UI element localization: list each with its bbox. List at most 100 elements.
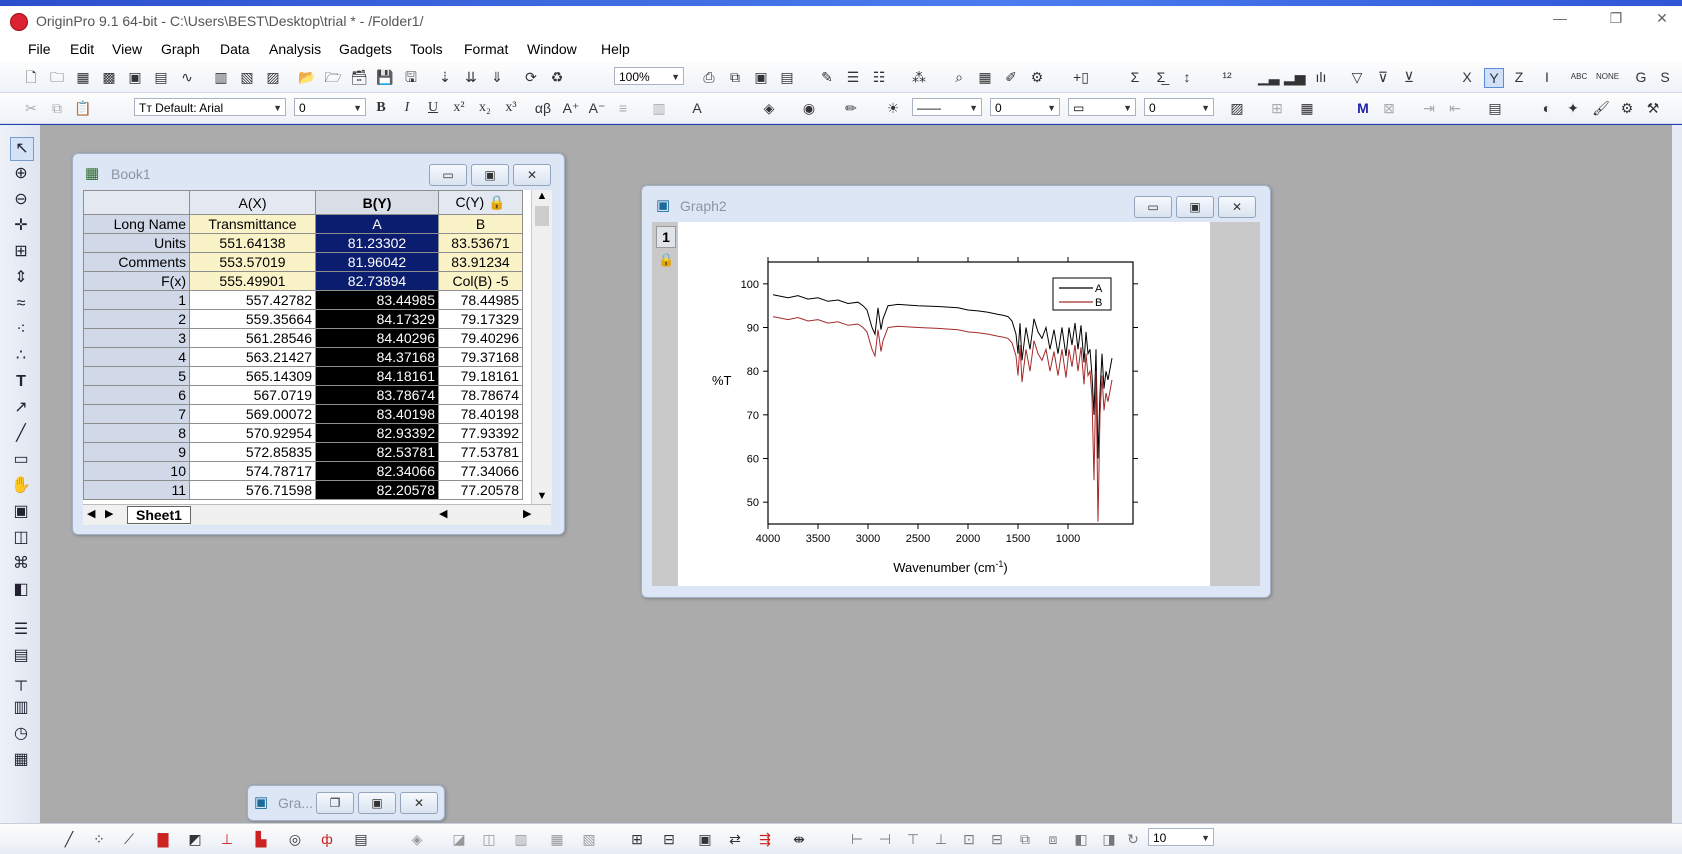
line-tool-icon[interactable]: ╱ (16, 425, 26, 442)
table-row[interactable]: 2 559.35664 84.17329 79.17329 (83, 309, 523, 329)
cut-icon[interactable]: ✂ (25, 100, 37, 116)
greek-button[interactable]: αβ (534, 100, 552, 116)
cell-a[interactable]: 565.14309 (189, 366, 316, 386)
underline-button[interactable]: U (427, 100, 439, 115)
line-width-select[interactable]: 0 ▼ (990, 98, 1060, 116)
restore-button[interactable]: ❐ (1609, 10, 1623, 26)
increase-font-icon[interactable]: A⁺ (562, 100, 580, 116)
group-button[interactable]: G (1635, 69, 1647, 85)
zoom-in-icon[interactable]: ⊕ (14, 165, 28, 182)
grid-icon[interactable]: ▦ (13, 751, 29, 768)
arrow-tool-icon[interactable]: ↗ (14, 399, 28, 416)
line-color-icon[interactable]: ✏ (845, 100, 857, 116)
table-row[interactable]: 6 567.0719 83.78674 78.78674 (83, 385, 523, 405)
meta-cell[interactable]: A (315, 214, 439, 234)
cell-c[interactable]: 78.40198 (438, 404, 523, 424)
cell-c[interactable]: 77.93392 (438, 423, 523, 443)
row-number[interactable]: 4 (83, 347, 190, 367)
import-multiple-icon[interactable]: ⇊ (465, 69, 477, 85)
settings-icon[interactable]: ⚙ (1030, 69, 1044, 85)
book1-minimize-button[interactable]: ▭ (429, 164, 467, 186)
save-template-icon[interactable]: 🖫 (405, 69, 417, 85)
new-workbook-icon[interactable]: ▦ (76, 69, 90, 85)
front-icon[interactable]: ◧ (1074, 831, 1088, 847)
set-y-button[interactable]: Y (1484, 68, 1504, 88)
axis-icon[interactable]: ┬ (15, 673, 27, 690)
border-style-select[interactable]: ▭ ▼ (1068, 98, 1136, 116)
paste-icon[interactable]: 📋 (74, 100, 92, 116)
cell-c[interactable]: 77.53781 (438, 442, 523, 462)
open-icon[interactable]: 📂 (298, 69, 316, 85)
label-icon[interactable]: ABC (1570, 72, 1588, 81)
meta-cell[interactable]: 81.96042 (315, 252, 439, 272)
scatter-tool-icon[interactable]: ∴ (15, 347, 27, 364)
new-function-icon[interactable]: ∿ (181, 69, 193, 85)
group-objects-icon[interactable]: ⧉ (1020, 831, 1030, 847)
cell-b[interactable]: 83.40198 (315, 404, 439, 424)
new-folder-icon[interactable]: 🗀 (50, 69, 64, 85)
table-row[interactable]: 4 563.21427 84.37168 79.37168 (83, 347, 523, 367)
insert-equation-icon[interactable]: ⌘ (13, 555, 29, 572)
minimized-close-button[interactable]: ✕ (400, 792, 438, 814)
border-icon[interactable]: ⊞ (1271, 100, 1283, 116)
save-icon[interactable]: 💾 (376, 69, 394, 85)
row-number[interactable]: 9 (83, 442, 190, 462)
bar3d-plot-icon[interactable]: ▧ (582, 831, 596, 847)
data-reader-icon[interactable]: ⊞ (14, 243, 28, 260)
format-painter-icon[interactable]: 🖌 (1592, 100, 1610, 116)
stack-plot-icon[interactable]: ▙ (255, 831, 267, 847)
theme-icon[interactable]: ✦ (1567, 100, 1579, 116)
column-header-b[interactable]: B(Y) (315, 190, 439, 215)
tab-next-icon[interactable]: ▶ (105, 508, 114, 520)
code-builder-icon[interactable]: ☷ (872, 69, 886, 85)
graph-page[interactable]: 4000 3500 3000 2500 2000 1500 1000 100 90 80 70 60 5… (678, 222, 1210, 586)
align-center-icon[interactable]: ⊡ (963, 831, 975, 847)
3d-plot-icon[interactable]: ◈ (411, 831, 423, 847)
row-number[interactable]: 8 (83, 423, 190, 443)
meta-cell[interactable]: 81.23302 (315, 233, 439, 253)
meta-cell[interactable]: Col(B) -5 (438, 271, 523, 291)
row-stats-icon[interactable]: Σ̲ (1156, 69, 1166, 85)
new-excel-icon[interactable]: ▩ (102, 69, 116, 85)
auto-update-icon[interactable]: ♻ (550, 69, 564, 85)
meta-label[interactable]: F(x) (83, 271, 190, 291)
indent-icon[interactable]: ⇥ (1423, 100, 1435, 116)
cell-c[interactable]: 78.44985 (438, 290, 523, 310)
results-log-icon[interactable]: ▤ (780, 69, 794, 85)
back-icon[interactable]: ◨ (1102, 831, 1116, 847)
cell-b[interactable]: 82.34066 (315, 461, 439, 481)
meta-label[interactable]: Comments (83, 252, 190, 272)
clock-icon[interactable]: ◷ (14, 725, 28, 742)
set-z-button[interactable]: Z (1514, 69, 1524, 85)
minimized-graph-window[interactable]: ▣ Gra... ❐ ▣ ✕ (247, 785, 445, 821)
cell-a[interactable]: 561.28546 (189, 328, 316, 348)
menu-format[interactable]: Format (464, 41, 509, 57)
minimized-maximize-button[interactable]: ▣ (358, 792, 396, 814)
cell-a[interactable]: 569.00072 (189, 404, 316, 424)
line-symbol-icon[interactable]: ⟋ (124, 831, 134, 847)
polar-plot-icon[interactable]: ◎ (288, 831, 302, 847)
table-row[interactable]: 10 574.78717 82.34066 77.34066 (83, 461, 523, 481)
menu-file[interactable]: File (28, 41, 51, 57)
cell-a[interactable]: 570.92954 (189, 423, 316, 443)
bold-button[interactable]: B (376, 100, 386, 115)
sort-icon[interactable]: ↕ (1183, 69, 1191, 85)
cell-c[interactable]: 77.20578 (438, 480, 523, 500)
minimize-button[interactable]: — (1553, 10, 1567, 26)
font-size-select[interactable]: 0 ▼ (294, 98, 366, 116)
rotate-icon[interactable]: ↻ (1127, 831, 1139, 847)
line-plot-icon[interactable]: ╱ (64, 831, 74, 847)
cell-b[interactable]: 83.78674 (315, 385, 439, 405)
subject-button[interactable]: S (1660, 69, 1670, 85)
table-row[interactable]: 1 557.42782 83.44985 78.44985 (83, 290, 523, 310)
cell-a[interactable]: 567.0719 (189, 385, 316, 405)
data-selector-icon[interactable]: ⇕ (14, 269, 28, 286)
scatter-plot-icon[interactable]: ⁘ (93, 831, 105, 847)
copy-icon[interactable]: ⧉ (52, 100, 62, 116)
pointer-icon[interactable]: ↖ (10, 137, 34, 161)
cell-a[interactable]: 576.71598 (189, 480, 316, 500)
cell-c[interactable]: 78.78674 (438, 385, 523, 405)
new-layout-icon[interactable]: ▥ (214, 69, 228, 85)
template-plot-icon[interactable]: ▤ (354, 831, 368, 847)
ungroup-icon[interactable]: ⧈ (1048, 831, 1058, 847)
